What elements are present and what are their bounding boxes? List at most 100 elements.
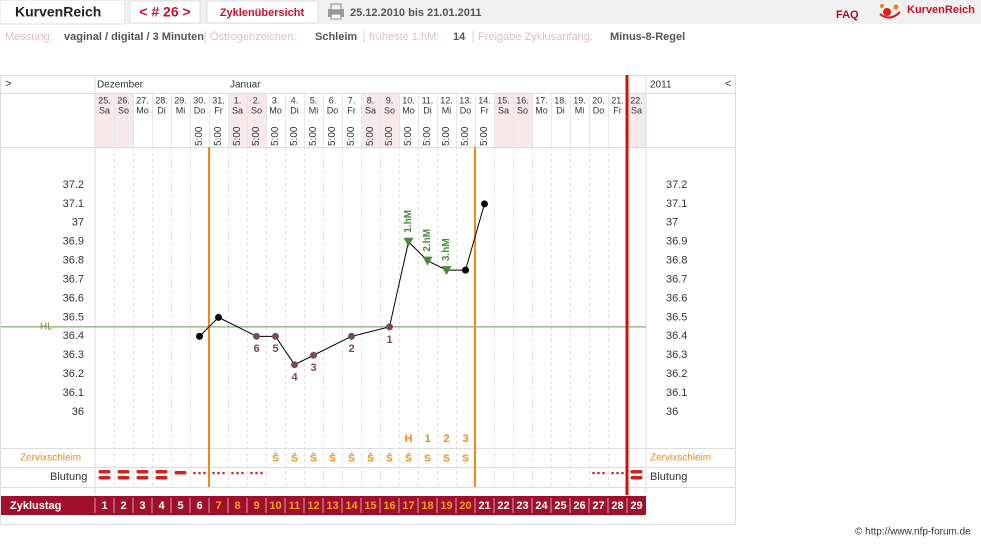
date-label: 19. — [573, 95, 586, 105]
cycle-day: 4 — [158, 500, 165, 512]
time-label: 5:00 — [441, 126, 452, 146]
time-label: 5:00 — [403, 126, 414, 146]
y-tick-label-right: 36.3 — [666, 349, 687, 361]
setting-value: Schleim — [315, 31, 357, 43]
point — [196, 332, 203, 340]
y-tick-label-right: 36.5 — [666, 311, 687, 323]
weekday-label: Sa — [631, 105, 642, 115]
y-tick-label: 36 — [72, 406, 84, 418]
y-tick-label: 36.4 — [63, 330, 84, 342]
date-label: 15. — [497, 95, 510, 105]
mucus-symbol: S — [424, 454, 431, 465]
cycle-day: 15 — [364, 500, 376, 512]
cycle-day: 12 — [307, 500, 319, 512]
y-tick-label-right: 36.1 — [666, 387, 687, 399]
y-tick-label-right: 37.2 — [666, 179, 687, 191]
date-label: 18. — [554, 95, 567, 105]
brand: KurvenReich — [907, 4, 975, 16]
bleeding-dot — [203, 471, 206, 475]
cycle-day: 11 — [289, 500, 301, 512]
y-tick-label-right: 36.4 — [666, 330, 687, 342]
overview-tab[interactable] — [206, 0, 319, 24]
setting-label: Messung: — [5, 31, 53, 43]
time-label: 5:00 — [460, 126, 471, 146]
date-label: 2. — [253, 95, 261, 105]
mucus-symbol: S̄ — [329, 452, 336, 464]
cycle-day: 10 — [269, 500, 281, 512]
mucus-symbol: S — [462, 454, 469, 465]
weekend-shade — [247, 94, 266, 147]
cycle-nav-tab[interactable] — [129, 0, 201, 24]
mucus-symbol: S̄ — [310, 452, 317, 464]
bleeding-dot — [602, 471, 605, 475]
weekday-label: Mo — [535, 105, 548, 115]
weekday-label: So — [251, 105, 262, 115]
date-label: 1. — [234, 95, 242, 105]
cycle-day: 13 — [326, 500, 338, 512]
cycle-nav[interactable]: < # 26 > — [139, 4, 190, 20]
point — [348, 332, 355, 340]
overview-link[interactable]: Zyklenübersicht — [220, 7, 305, 19]
bleeding-dot — [198, 471, 201, 475]
weekend-shade — [95, 94, 114, 147]
date-label: 8. — [367, 95, 375, 105]
setting-label: früheste 1.hM: — [369, 31, 439, 43]
weekday-label: Do — [593, 105, 605, 115]
peak-label: 3 — [462, 433, 468, 445]
cycle-day: 6 — [196, 500, 202, 512]
y-tick-label-right: 37 — [666, 217, 678, 229]
date-label: 22. — [630, 95, 643, 105]
nav-prev[interactable]: > — [5, 78, 11, 90]
year-label: 2011 — [650, 80, 672, 91]
peak-label: 1 — [424, 433, 430, 445]
date-label: 5. — [310, 95, 318, 105]
mucus-symbol: S — [443, 454, 450, 465]
bleeding-mark — [231, 471, 244, 475]
bleeding-mark — [117, 470, 130, 480]
time-label: 5:00 — [232, 126, 243, 146]
time-label: 5:00 — [251, 126, 262, 146]
date-label: 21. — [611, 95, 624, 105]
faq-link[interactable]: FAQ — [836, 9, 859, 21]
mucus-symbol: S̄ — [291, 452, 298, 464]
weekday-label: Mi — [309, 105, 319, 115]
mucus-symbol: S̄ — [272, 452, 279, 464]
time-label: 5:00 — [384, 126, 395, 146]
bleeding-dot — [217, 471, 220, 475]
bleeding-mark — [174, 471, 187, 475]
bleeding-dot — [621, 471, 624, 475]
nav-next[interactable]: < — [725, 78, 731, 90]
weekend-shade — [228, 94, 247, 147]
weekday-label: Mo — [269, 105, 282, 115]
mucus-symbol: S̄ — [386, 452, 393, 464]
bleeding-mark — [611, 471, 624, 475]
cycle-day: 24 — [535, 500, 548, 512]
mucus-label: Zervixschleim — [20, 453, 81, 464]
cycle-day: 7 — [215, 500, 221, 512]
bleeding-dot — [260, 471, 263, 475]
cycle-day: 26 — [573, 500, 585, 512]
cycle-day: 2 — [120, 500, 126, 512]
weekend-shade — [380, 94, 399, 147]
bleeding-bar — [136, 470, 149, 474]
point — [253, 332, 260, 340]
cycle-day: 18 — [421, 500, 433, 512]
low-label: 6 — [253, 343, 259, 355]
bleeding-mark — [212, 471, 225, 475]
date-label: 17. — [535, 95, 548, 105]
weekday-label: Fr — [347, 105, 356, 115]
bleeding-dot — [611, 471, 614, 475]
y-tick-label: 36.2 — [63, 368, 84, 380]
y-tick-label: 36.1 — [63, 387, 84, 399]
cycle-day: 17 — [402, 500, 414, 512]
bleeding-dot — [255, 471, 258, 475]
footer: © http://www.nfp-forum.de — [855, 527, 971, 538]
setting-value: Minus-8-Regel — [610, 31, 685, 43]
cycle-day-label: Zyklustag — [10, 500, 61, 512]
print-icon[interactable] — [328, 3, 344, 20]
weekday-label: Sa — [232, 105, 243, 115]
weekend-shade — [513, 94, 532, 147]
mucus-symbol: S̄ — [405, 452, 412, 464]
date-label: 4. — [291, 95, 299, 105]
date-label: 13. — [459, 95, 472, 105]
